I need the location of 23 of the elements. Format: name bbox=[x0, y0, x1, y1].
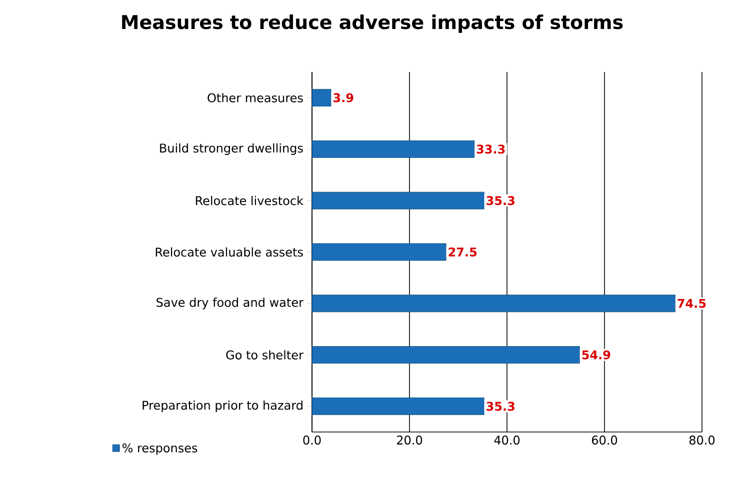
chart-title: Measures to reduce adverse impacts of storms bbox=[122, 14, 623, 33]
y-tick-label: Other measures bbox=[208, 93, 303, 102]
y-tick-label: Relocate livestock bbox=[196, 196, 304, 206]
data-label: 27.5 bbox=[448, 247, 477, 257]
x-tick-label: 40.0 bbox=[494, 436, 520, 445]
data-label: 54.9 bbox=[582, 350, 610, 360]
x-tick-label: 80.0 bbox=[689, 436, 715, 445]
x-tick-label: 20.0 bbox=[397, 436, 422, 445]
data-label: 33.3 bbox=[476, 144, 505, 154]
y-tick-label: Preparation prior to hazard bbox=[142, 400, 302, 412]
data-label: 35.3 bbox=[486, 402, 514, 411]
y-tick-label: Build stronger dwellings bbox=[160, 143, 303, 155]
data-label: 74.5 bbox=[678, 298, 706, 308]
y-tick-label: Go to shelter bbox=[226, 350, 304, 360]
y-tick-label: Save dry food and water bbox=[156, 298, 304, 310]
x-tick-label: 0.0 bbox=[303, 436, 321, 445]
x-tick-label: 60.0 bbox=[592, 436, 618, 445]
data-label: 3.9 bbox=[334, 93, 354, 102]
data-label: 35.3 bbox=[486, 196, 514, 206]
bar bbox=[312, 243, 446, 261]
legend-label: % responses bbox=[122, 443, 198, 455]
bar bbox=[312, 89, 332, 106]
y-tick-label: Relocate valuable assets bbox=[156, 247, 303, 257]
